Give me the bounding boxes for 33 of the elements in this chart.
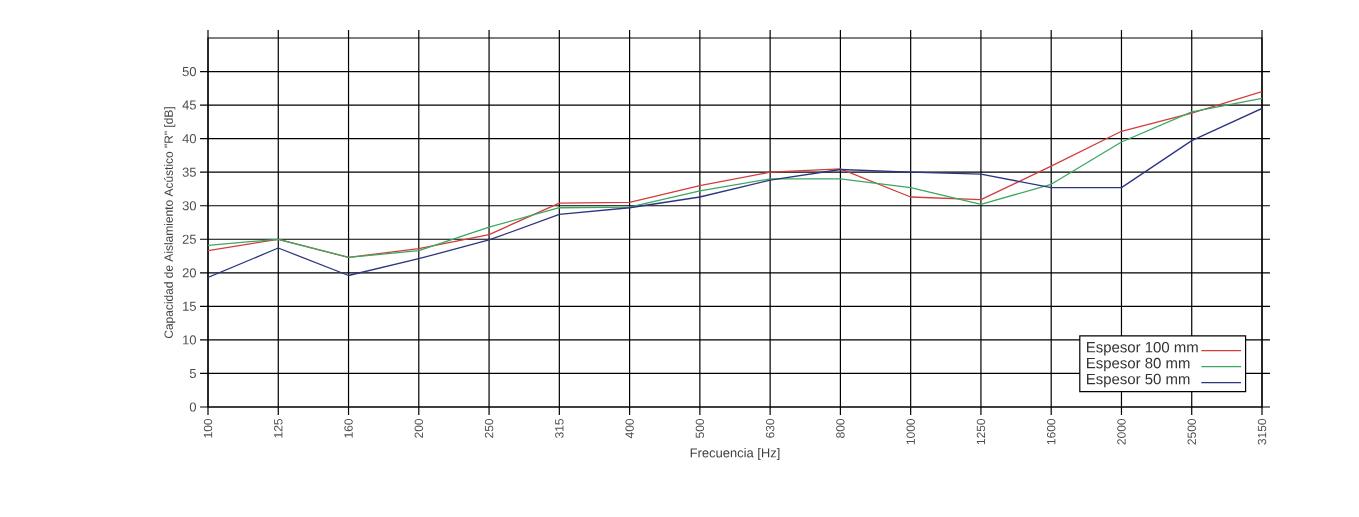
y-tick-label: 20 (182, 268, 197, 278)
x-tick-label: 1000 (906, 418, 915, 445)
x-tick-label: 160 (344, 418, 353, 438)
legend-label: Espesor 80 mm (1087, 357, 1190, 372)
x-tick-label: 1250 (976, 418, 986, 445)
legend-label: Espesor 50 mm (1087, 373, 1190, 388)
x-axis-title: Frecuencia [Hz] (690, 447, 780, 461)
x-tick-label: 100 (203, 418, 213, 438)
x-tick-label: 2000 (1117, 418, 1126, 445)
legend-label: Espesor 100 mm (1087, 341, 1198, 356)
y-tick-label: 0 (189, 402, 197, 412)
x-tick-label: 2500 (1187, 418, 1196, 445)
y-tick-label: 25 (182, 234, 196, 244)
x-tick-label: 125 (274, 419, 283, 438)
x-tick-label: 315 (555, 419, 564, 438)
x-tick-label: 1600 (1046, 418, 1056, 445)
line-series (208, 107, 1262, 279)
y-tick-label: 50 (182, 66, 197, 77)
y-tick-label: 10 (183, 335, 197, 345)
y-axis-title: Capacidad de Aislamiento Acústico "R" [dB] (163, 107, 176, 339)
y-tick-label: 30 (182, 201, 197, 211)
x-tick-label: 630 (765, 418, 775, 438)
y-tick-label: 5 (189, 368, 196, 378)
x-tick-label: 800 (836, 418, 845, 438)
y-tick-label: 40 (182, 134, 197, 144)
x-tick-label: 400 (625, 418, 634, 439)
y-tick-label: 15 (183, 301, 196, 311)
y-tick-label: 35 (182, 167, 196, 177)
x-tick-label: 250 (484, 418, 494, 438)
y-tick-label: 45 (182, 100, 196, 110)
x-tick-label: 3150 (1257, 418, 1267, 445)
x-tick-label: 500 (695, 418, 705, 438)
x-tick-label: 200 (414, 418, 424, 438)
